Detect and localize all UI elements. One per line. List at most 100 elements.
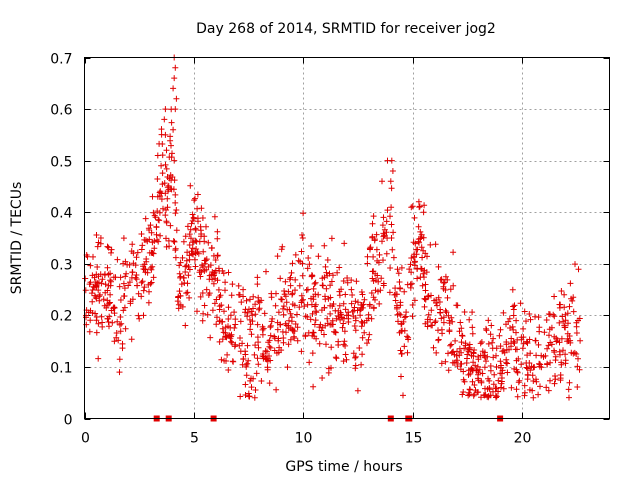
data-point <box>368 290 375 296</box>
data-point <box>255 361 262 368</box>
data-point <box>189 245 196 252</box>
data-point <box>224 351 231 358</box>
data-point <box>474 375 481 382</box>
data-point <box>440 314 447 321</box>
data-point <box>533 352 540 359</box>
data-point <box>400 392 406 399</box>
data-point <box>438 315 445 322</box>
data-point <box>414 265 421 272</box>
data-point <box>561 291 568 298</box>
data-point <box>111 310 118 317</box>
data-point <box>407 284 414 291</box>
data-point <box>99 323 106 330</box>
data-point <box>128 336 135 343</box>
data-point <box>470 359 477 366</box>
data-point <box>104 243 111 250</box>
data-point <box>459 391 466 398</box>
data-point <box>440 285 447 292</box>
data-point <box>163 219 170 226</box>
data-point <box>172 245 179 252</box>
data-point <box>524 372 531 379</box>
data-point <box>401 288 408 295</box>
data-point <box>496 332 503 339</box>
data-point <box>435 337 442 344</box>
data-point <box>310 383 317 390</box>
data-point <box>194 191 201 198</box>
data-point <box>167 222 174 229</box>
data-point <box>504 369 511 376</box>
data-point <box>237 393 244 400</box>
data-point <box>390 229 397 236</box>
data-point <box>340 278 347 284</box>
data-point <box>145 299 152 306</box>
data-point <box>527 316 534 323</box>
data-point <box>245 357 252 364</box>
data-point <box>458 325 465 332</box>
data-point <box>366 331 373 338</box>
data-point <box>356 345 363 351</box>
data-point <box>209 307 216 314</box>
data-point <box>442 358 449 365</box>
data-point <box>437 276 444 283</box>
data-point <box>114 256 121 263</box>
data-point <box>201 238 208 245</box>
data-point <box>89 298 96 305</box>
data-point <box>235 282 242 289</box>
data-point <box>562 351 569 358</box>
data-point <box>461 309 468 315</box>
data-point <box>413 246 420 253</box>
data-point <box>170 85 177 92</box>
data-point <box>178 281 185 288</box>
data-point <box>127 300 134 307</box>
data-point <box>296 304 303 311</box>
data-point <box>370 213 377 220</box>
data-point <box>158 196 165 203</box>
data-point <box>177 274 184 281</box>
data-point <box>240 286 247 293</box>
data-point <box>123 270 130 277</box>
data-point <box>280 311 287 318</box>
data-point <box>407 261 414 268</box>
data-point <box>228 338 234 345</box>
data-point <box>438 276 445 283</box>
data-point <box>376 251 383 258</box>
data-point <box>558 359 565 366</box>
data-point <box>395 270 402 277</box>
data-point <box>324 315 331 322</box>
data-point <box>422 281 429 288</box>
data-point <box>421 202 428 209</box>
data-point <box>149 250 156 256</box>
data-point <box>504 360 511 367</box>
data-point <box>445 367 452 374</box>
data-point <box>121 293 128 299</box>
data-point <box>508 384 515 391</box>
data-point <box>342 351 349 358</box>
data-point <box>373 231 380 238</box>
data-point <box>250 293 257 300</box>
data-point <box>267 322 274 329</box>
data-point <box>380 282 387 289</box>
data-point <box>521 392 528 399</box>
data-point <box>165 186 172 193</box>
data-point <box>503 321 509 328</box>
data-point <box>102 281 109 288</box>
data-point <box>94 264 101 270</box>
data-point <box>370 304 377 311</box>
data-point <box>450 249 457 256</box>
data-point <box>252 311 259 318</box>
data-point <box>359 320 366 326</box>
data-point <box>424 323 431 330</box>
data-point <box>225 323 231 330</box>
data-point <box>264 358 271 365</box>
data-point <box>513 357 520 364</box>
data-point <box>313 335 320 342</box>
data-point <box>305 255 312 261</box>
data-point <box>388 157 395 164</box>
data-point <box>575 317 581 324</box>
data-point <box>240 293 247 300</box>
data-point <box>295 257 302 264</box>
data-point <box>562 317 569 324</box>
data-point <box>439 330 446 337</box>
data-point <box>371 237 378 244</box>
data-point <box>200 264 207 270</box>
